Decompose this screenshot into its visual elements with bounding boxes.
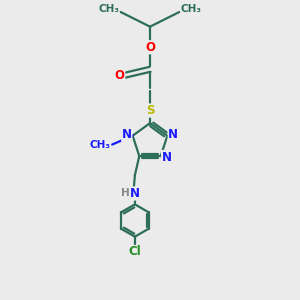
Text: N: N <box>162 151 172 164</box>
Text: H: H <box>121 188 130 198</box>
Text: N: N <box>122 128 132 141</box>
Text: S: S <box>146 104 154 117</box>
Text: O: O <box>115 69 125 82</box>
Text: CH₃: CH₃ <box>90 140 111 150</box>
Text: CH₃: CH₃ <box>98 4 119 14</box>
Text: O: O <box>145 41 155 54</box>
Text: CH₃: CH₃ <box>181 4 202 14</box>
Text: N: N <box>168 128 178 141</box>
Text: N: N <box>130 187 140 200</box>
Text: Cl: Cl <box>128 245 141 259</box>
